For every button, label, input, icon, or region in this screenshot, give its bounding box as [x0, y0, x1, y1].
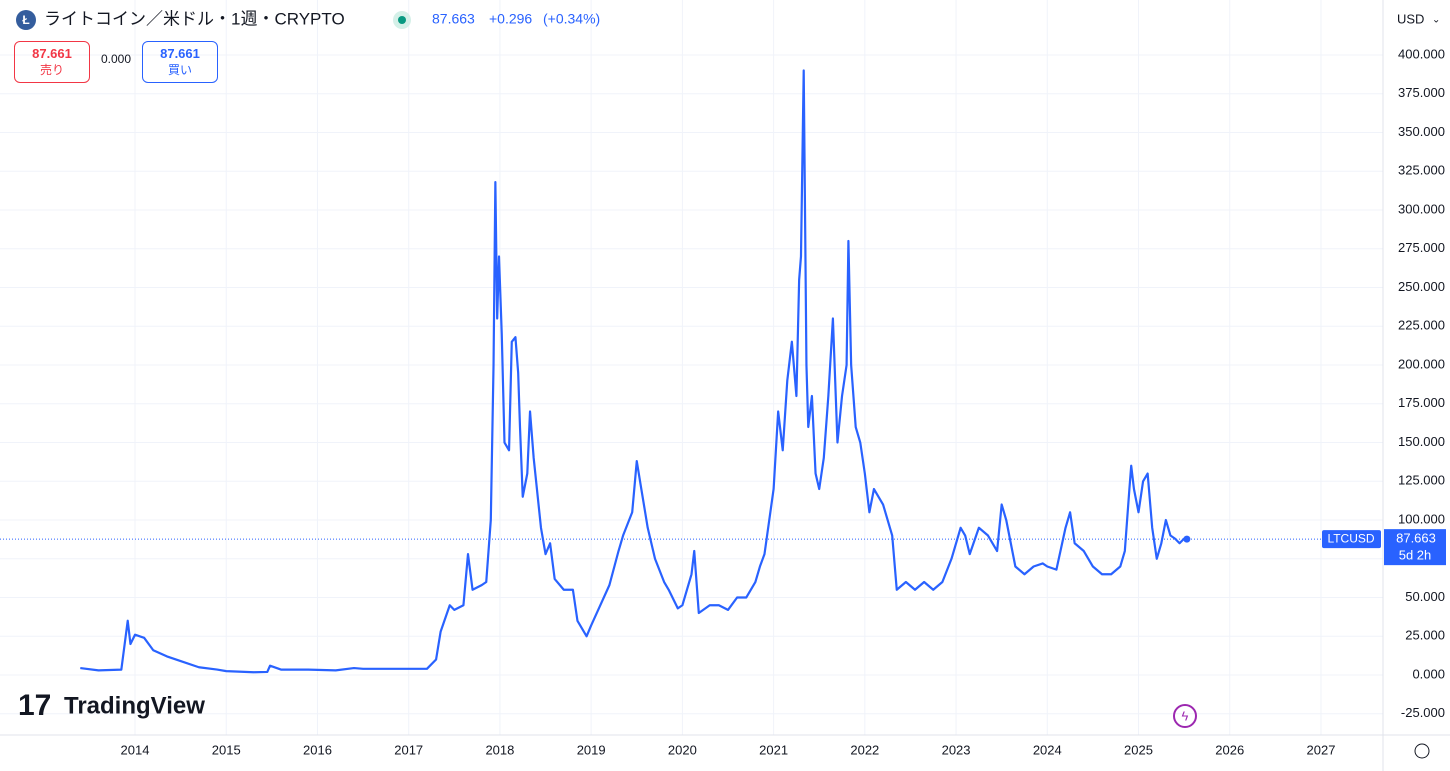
price-tag-label: 87.663	[1396, 531, 1436, 546]
change-pct: (+0.34%)	[543, 11, 600, 27]
logo-mark: 17	[18, 689, 51, 722]
flash-icon[interactable]	[1173, 704, 1197, 728]
y-tick-label: 350.000	[1398, 124, 1445, 139]
coin-icon	[16, 10, 36, 30]
x-tick-label: 2027	[1307, 742, 1336, 757]
buy-button[interactable]: 87.661 買い	[142, 41, 218, 83]
countdown: 5d 2h	[1399, 548, 1432, 563]
y-tick-label: 225.000	[1398, 318, 1445, 333]
symbol-tag-label: LTCUSD	[1327, 531, 1374, 545]
coin-icon-letter: Ł	[22, 13, 29, 27]
symbol-tag	[1322, 530, 1381, 549]
y-tick-label: 125.000	[1398, 473, 1445, 488]
x-tick-label: 2015	[212, 742, 241, 757]
sell-label: 売り	[39, 63, 64, 77]
currency[interactable]: USD	[1397, 11, 1424, 26]
price-line	[80, 69, 1188, 674]
y-tick-label: 100.000	[1398, 511, 1445, 526]
sell-price: 87.661	[32, 46, 72, 61]
y-tick-label: 25.000	[1405, 628, 1445, 643]
x-tick-label: 2018	[485, 742, 514, 757]
currency-caret[interactable]: ⌄	[1432, 15, 1440, 26]
logo: TradingView	[64, 692, 205, 719]
y-tick-label: 275.000	[1398, 240, 1445, 255]
y-tick-label: 50.000	[1405, 589, 1445, 604]
x-tick-label: 2026	[1215, 742, 1244, 757]
x-tick-label: 2023	[942, 742, 971, 757]
status-dot	[398, 16, 406, 24]
y-tick-label: 175.000	[1398, 395, 1445, 410]
symbol-title: ライトコイン／米ドル・1週・CRYPTO	[44, 9, 345, 28]
x-tick-label: 2014	[121, 742, 150, 757]
y-tick-label: 300.000	[1398, 201, 1445, 216]
x-tick-label: 2020	[668, 742, 697, 757]
spread: 0.000	[101, 52, 131, 66]
settings-icon[interactable]	[1414, 743, 1430, 759]
price-tag	[1384, 529, 1446, 566]
y-tick-label: 400.000	[1398, 46, 1445, 61]
flash-icon-glyph[interactable]: ϟ	[1182, 708, 1189, 723]
x-tick-label: 2025	[1124, 742, 1153, 757]
y-tick-label: 0.000	[1412, 666, 1445, 681]
x-tick-label: 2024	[1033, 742, 1062, 757]
x-tick-label: 2021	[759, 742, 788, 757]
x-tick-label: 2017	[394, 742, 423, 757]
y-tick-label: 200.000	[1398, 356, 1445, 371]
x-tick-label: 2022	[850, 742, 879, 757]
price-axis-bg	[1383, 0, 1450, 771]
y-tick-label: -25.000	[1401, 705, 1445, 720]
last-point	[1183, 535, 1191, 543]
y-tick-label: 375.000	[1398, 85, 1445, 100]
y-tick-label: 150.000	[1398, 434, 1445, 449]
buy-label: 買い	[167, 63, 192, 77]
buy-price: 87.661	[160, 46, 200, 61]
y-tick-label: 325.000	[1398, 163, 1445, 178]
change: +0.296	[489, 11, 532, 27]
sell-button[interactable]: 87.661 売り	[14, 41, 90, 83]
y-tick-label: 250.000	[1398, 279, 1445, 294]
x-tick-label: 2019	[577, 742, 606, 757]
x-tick-label: 2016	[303, 742, 332, 757]
price: 87.663	[432, 11, 475, 27]
